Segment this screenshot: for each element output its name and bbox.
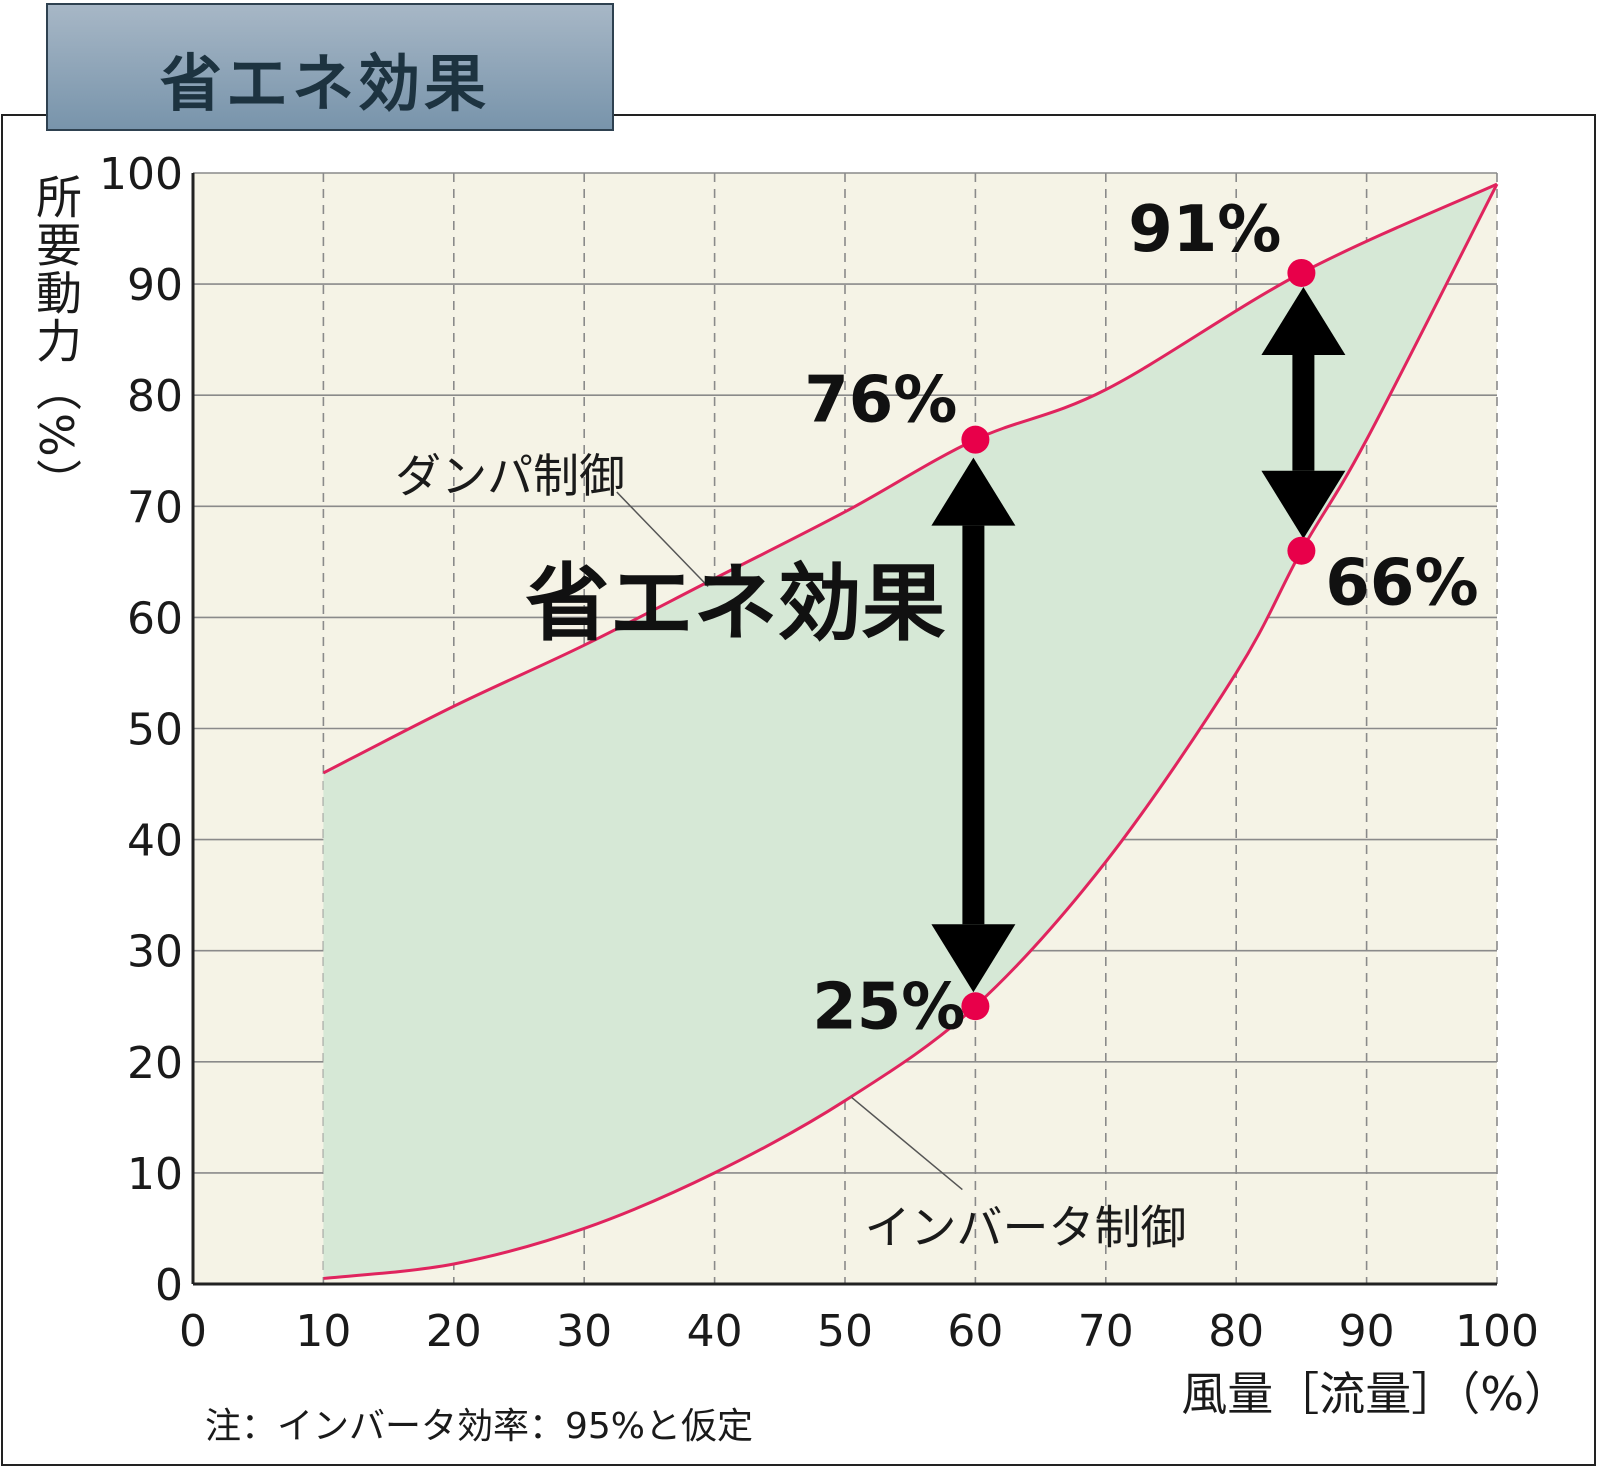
x-tick-label: 20: [426, 1306, 482, 1357]
y-tick-label: 0: [155, 1260, 183, 1311]
savings-arrow-60: [931, 457, 1016, 993]
highlight-point: [1287, 536, 1316, 565]
y-tick-label: 50: [127, 705, 183, 756]
leader-lines: [616, 491, 963, 1191]
point-label: 76%: [804, 364, 957, 438]
y-tick-label: 70: [127, 482, 183, 533]
x-tick-label: 50: [817, 1306, 873, 1357]
x-tick-label: 70: [1078, 1306, 1134, 1357]
series-label-damper: ダンパ制御: [395, 449, 625, 503]
series-label-inverter: インバータ制御: [865, 1201, 1187, 1255]
y-tick-label: 100: [99, 149, 183, 200]
y-tick-label: 30: [127, 927, 183, 978]
y-tick-label: 60: [127, 593, 183, 644]
chart-frame: [1, 114, 1596, 1466]
x-axis-title: 風量［流量］（%）: [1181, 1367, 1570, 1421]
x-tick-label: 0: [179, 1306, 207, 1357]
point-label: 91%: [1128, 193, 1281, 267]
leader-line-inverter: [851, 1096, 963, 1191]
x-tick-label: 60: [947, 1306, 1003, 1357]
series-line-damper: [322, 182, 1498, 775]
point-label: 25%: [812, 970, 965, 1044]
y-axis-title: 所要動力（%）: [29, 173, 83, 507]
y-tick-label: 20: [127, 1038, 183, 1089]
point-label: 66%: [1325, 547, 1478, 621]
arrow-head-up: [931, 457, 1016, 526]
labels: 76% 25% 91% 66% 省エネ効果 ダンパ制御インバータ制御注：インバータ効率：9…: [205, 193, 1479, 1447]
leader-line-damper: [616, 491, 709, 588]
x-tick-label: 10: [295, 1306, 351, 1357]
arrows: [931, 286, 1346, 993]
series-lines: [322, 182, 1499, 1280]
footnote: 注：インバータ効率：95%と仮定: [205, 1406, 753, 1447]
x-tick-label: 30: [556, 1306, 612, 1357]
axes: 0 10 20 30 40 50 60 70 80 90 100 0 10 20 30 40 50 60 70 80 9…: [29, 149, 1570, 1421]
chart-title: 省エネ効果: [160, 47, 491, 120]
highlight-point: [961, 992, 990, 1021]
highlight-point: [1287, 258, 1316, 287]
arrow-head-up: [1261, 286, 1346, 355]
savings-annotation: 省エネ効果: [526, 554, 946, 652]
savings-area: [323, 184, 1497, 1279]
savings-arrow-85: [1261, 286, 1346, 539]
series-line-inverter: [323, 183, 1499, 1280]
y-tick-label: 80: [127, 371, 183, 422]
x-tick-label: 80: [1208, 1306, 1264, 1357]
x-tick-label: 40: [687, 1306, 743, 1357]
highlight-point: [961, 425, 990, 454]
y-tick-label: 10: [127, 1149, 183, 1200]
x-tick-label: 100: [1455, 1306, 1539, 1357]
arrow-head-down: [1261, 470, 1346, 539]
chart-title-tab: 省エネ効果: [46, 3, 614, 131]
x-tick-label: 90: [1339, 1306, 1395, 1357]
y-tick-label: 90: [127, 260, 183, 311]
highlight-points: [961, 258, 1316, 1021]
y-tick-label: 40: [127, 816, 183, 867]
arrow-head-down: [931, 924, 1016, 993]
